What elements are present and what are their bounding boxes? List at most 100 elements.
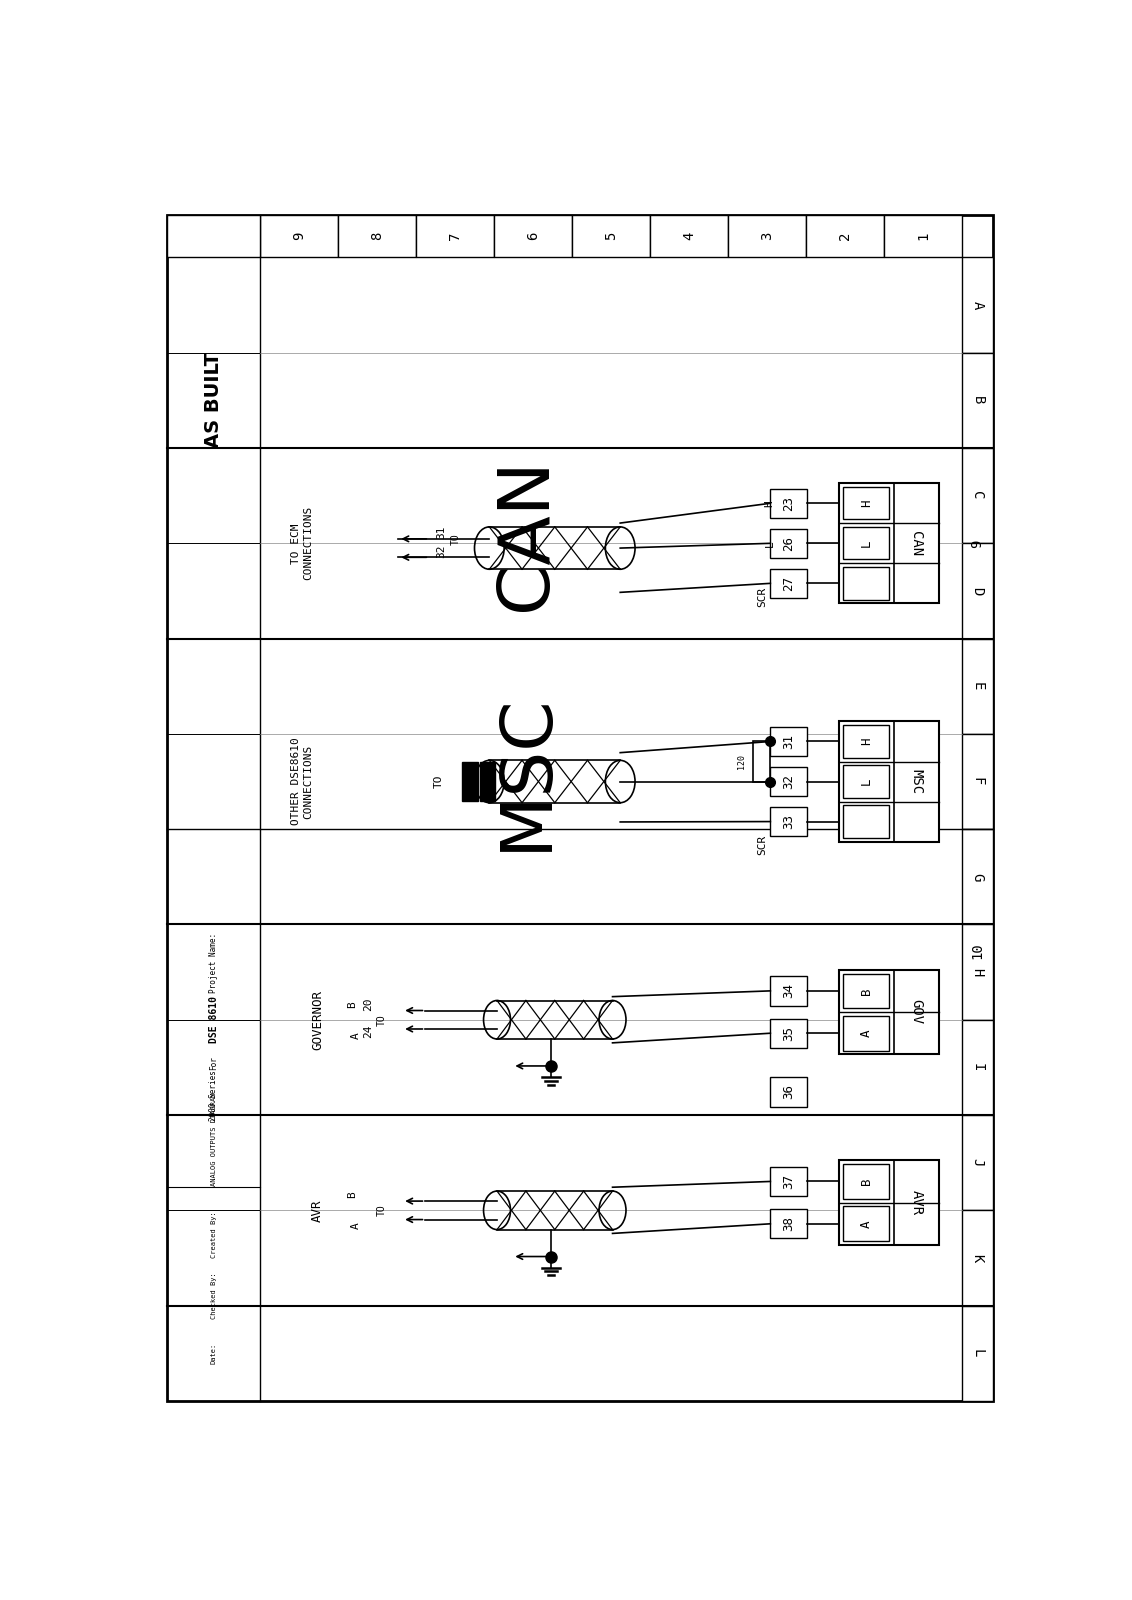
Text: Created By:: Created By: [211, 1211, 216, 1258]
Bar [771, 488, 807, 518]
Bar [843, 973, 890, 1008]
Text: H: H [970, 968, 985, 976]
Bar [168, 214, 260, 258]
Text: F: F [970, 778, 985, 786]
Text: 7: 7 [448, 232, 462, 240]
Text: 9: 9 [970, 539, 985, 547]
Text: 38: 38 [782, 1216, 796, 1232]
Bar [771, 1019, 807, 1048]
Text: J: J [970, 1158, 985, 1166]
Bar [843, 1016, 890, 1051]
Bar [771, 568, 807, 598]
Text: 8: 8 [370, 232, 384, 240]
Text: 27: 27 [782, 576, 796, 590]
Text: 32: 32 [436, 544, 446, 558]
Text: 9: 9 [292, 232, 306, 240]
Text: AS BUILT: AS BUILT [204, 352, 223, 448]
Bar [962, 829, 993, 925]
Bar [843, 765, 890, 798]
Text: TO: TO [452, 533, 461, 544]
Text: K: K [970, 1254, 985, 1262]
Text: L: L [764, 539, 774, 547]
Text: H: H [860, 499, 873, 507]
Bar [415, 214, 494, 258]
Bar [962, 448, 993, 544]
Text: B: B [860, 1178, 873, 1186]
Text: 4: 4 [681, 232, 696, 240]
Text: GOV: GOV [909, 1000, 924, 1024]
Bar [843, 1165, 890, 1198]
Text: CAN: CAN [909, 531, 924, 555]
Text: E: E [970, 682, 985, 691]
Text: 120: 120 [737, 754, 746, 770]
Bar [839, 722, 938, 842]
Bar [962, 638, 993, 734]
Text: D: D [970, 587, 985, 595]
Bar [843, 805, 890, 838]
Text: B: B [970, 397, 985, 405]
Bar [572, 214, 650, 258]
Text: B: B [860, 987, 873, 995]
Text: 10: 10 [970, 942, 985, 958]
Text: L: L [970, 1349, 985, 1357]
Text: 36: 36 [782, 1085, 796, 1099]
Text: TO: TO [377, 1205, 386, 1216]
Text: 3: 3 [760, 232, 774, 240]
Bar [771, 766, 807, 797]
Text: L: L [860, 539, 873, 547]
Text: 5: 5 [604, 232, 618, 240]
Text: 6: 6 [526, 232, 540, 240]
Bar [962, 1019, 993, 1115]
Bar [962, 352, 993, 448]
Bar [884, 214, 962, 258]
Text: ANALOG OUTPUTS DIAGRAM: ANALOG OUTPUTS DIAGRAM [211, 1093, 216, 1186]
Text: C: C [970, 491, 985, 499]
Text: A: A [970, 301, 985, 309]
Text: A: A [351, 1222, 361, 1229]
Bar [337, 214, 415, 258]
Text: AVR: AVR [311, 1198, 324, 1221]
Bar [843, 526, 890, 560]
Bar [962, 925, 993, 1019]
Text: Project Name:: Project Name: [209, 933, 218, 992]
Text: I: I [970, 1064, 985, 1072]
Text: 1: 1 [916, 232, 931, 240]
Text: 31: 31 [436, 526, 446, 539]
Text: SCR: SCR [757, 587, 766, 608]
Text: 20: 20 [362, 998, 372, 1011]
Bar [754, 741, 771, 781]
Bar [650, 214, 728, 258]
Text: TO: TO [435, 774, 444, 789]
Text: A: A [351, 1032, 361, 1038]
Text: MSC: MSC [909, 770, 924, 794]
Text: 24: 24 [362, 1024, 372, 1038]
Text: 33: 33 [782, 814, 796, 829]
Bar [771, 806, 807, 837]
Text: 37: 37 [782, 1174, 796, 1189]
Text: 31: 31 [782, 734, 796, 749]
Text: B: B [348, 1002, 358, 1008]
Bar [806, 214, 884, 258]
Bar [771, 1166, 807, 1197]
Bar [962, 1210, 993, 1306]
Text: A: A [860, 1221, 873, 1227]
Text: 35: 35 [782, 1026, 796, 1040]
Text: A: A [860, 1029, 873, 1037]
Bar [843, 1206, 890, 1242]
Bar [771, 1077, 807, 1107]
Text: 2: 2 [838, 232, 852, 240]
Bar [260, 214, 337, 258]
Text: OTHER DSE8610
CONNECTIONS: OTHER DSE8610 CONNECTIONS [291, 738, 312, 826]
Bar [771, 726, 807, 757]
Text: For: For [209, 1056, 218, 1069]
Text: 2000 Series: 2000 Series [209, 1070, 218, 1122]
Text: L: L [860, 778, 873, 786]
Bar [839, 483, 938, 603]
Bar [462, 762, 478, 800]
Text: H: H [764, 499, 774, 507]
Text: TO ECM
CONNECTIONS: TO ECM CONNECTIONS [291, 506, 312, 581]
Bar [771, 1210, 807, 1238]
Text: TO: TO [377, 1014, 386, 1026]
Bar [843, 566, 890, 600]
Text: 26: 26 [782, 536, 796, 550]
